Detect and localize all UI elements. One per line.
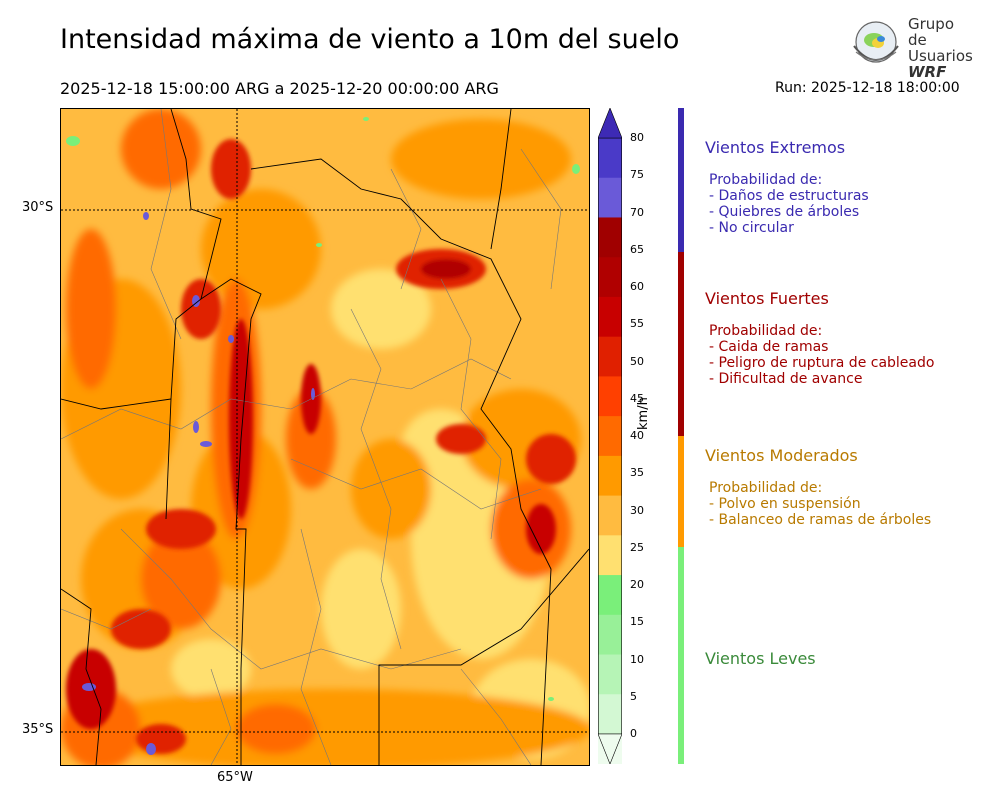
colorbar-band bbox=[598, 535, 622, 576]
category-title-moderados: Vientos Moderados bbox=[705, 446, 858, 465]
category-item: - Peligro de ruptura de cableado bbox=[709, 355, 935, 371]
wind-map bbox=[60, 108, 590, 766]
category-item: - Dificultad de avance bbox=[709, 371, 863, 387]
colorbar-tick-label: 35 bbox=[630, 466, 644, 480]
grupo-usuarios-wrf-logo: Grupo de Usuarios WRF bbox=[848, 15, 973, 80]
colorbar-band bbox=[598, 296, 622, 338]
category-intro: Probabilidad de: bbox=[709, 480, 823, 496]
colorbar-band bbox=[598, 376, 622, 417]
colorbar-tick-label: 25 bbox=[630, 540, 644, 554]
colorbar-band bbox=[598, 138, 622, 179]
colorbar-band bbox=[598, 654, 622, 695]
wind-field bbox=[61, 109, 589, 765]
colorbar-tick-label: 15 bbox=[630, 615, 644, 629]
colorbar-tick-label: 65 bbox=[630, 242, 644, 256]
category-bar bbox=[678, 108, 684, 252]
colorbar-tick-label: 60 bbox=[630, 280, 644, 293]
category-intro: Probabilidad de: bbox=[709, 172, 823, 188]
logo-line-3: WRF bbox=[908, 63, 947, 81]
colorbar-tick-label: 10 bbox=[630, 652, 644, 666]
colorbar-tick-label: 45 bbox=[630, 391, 644, 405]
lat-label-35s: 35°S bbox=[22, 722, 54, 737]
category-desc-fuertes: Probabilidad de: - Caida de ramas - Peli… bbox=[709, 323, 934, 387]
category-bar bbox=[678, 436, 684, 547]
globe-icon bbox=[853, 21, 899, 63]
extreme-wind-spots bbox=[82, 212, 315, 755]
run-time: Run: 2025-12-18 18:00:00 bbox=[775, 80, 960, 96]
lat-label-30s: 30°S bbox=[22, 200, 54, 215]
category-title-extremos: Vientos Extremos bbox=[705, 138, 846, 157]
colorbar-band bbox=[598, 495, 622, 536]
colorbar-tick-label: 5 bbox=[630, 689, 637, 703]
logo-line-1: Grupo de bbox=[908, 15, 954, 49]
forecast-period: 2025-12-18 15:00:00 ARG a 2025-12-20 00:… bbox=[60, 79, 499, 98]
colorbar-tick-label: 80 bbox=[630, 131, 644, 144]
category-item: - Daños de estructuras bbox=[709, 188, 869, 204]
colorbar-band bbox=[598, 257, 622, 298]
colorbar-band bbox=[598, 217, 622, 258]
category-desc-extremos: Probabilidad de: - Daños de estructuras … bbox=[709, 172, 869, 236]
colorbar-band bbox=[598, 694, 622, 735]
colorbar-tick-label: 20 bbox=[630, 578, 644, 591]
lon-label-65w: 65°W bbox=[217, 770, 253, 785]
low-wind-spots bbox=[66, 117, 580, 701]
colorbar-tick-label: 55 bbox=[630, 317, 644, 331]
category-title-leves: Vientos Leves bbox=[705, 649, 816, 668]
category-item: - Quiebres de árboles bbox=[709, 204, 860, 220]
department-boundaries bbox=[61, 109, 562, 765]
colorbar-tick-label: 0 bbox=[630, 727, 637, 740]
logo-line-2: Usuarios bbox=[908, 47, 973, 65]
category-item: - Caida de ramas bbox=[709, 339, 829, 355]
colorbar-band bbox=[598, 336, 622, 377]
colorbar-tick-label: 75 bbox=[630, 168, 644, 182]
colorbar-tick-label: 50 bbox=[630, 354, 644, 368]
colorbar-tick-label: 30 bbox=[630, 503, 644, 517]
category-bar bbox=[678, 547, 684, 764]
colorbar-band bbox=[598, 177, 622, 218]
province-boundaries bbox=[61, 109, 589, 765]
colorbar-tick-label: 70 bbox=[630, 205, 644, 219]
category-bar bbox=[678, 252, 684, 436]
category-item: - Polvo en suspensión bbox=[709, 496, 861, 512]
colorbar-band bbox=[598, 416, 622, 457]
colorbar-band bbox=[598, 455, 622, 497]
category-item: - Balanceo de ramas de árboles bbox=[709, 512, 932, 528]
colorbar-tick-label: 40 bbox=[630, 429, 644, 442]
graticule bbox=[61, 109, 589, 765]
colorbar bbox=[598, 108, 622, 764]
colorbar-units: km/h bbox=[636, 397, 651, 430]
colorbar-band bbox=[598, 614, 622, 656]
category-desc-moderados: Probabilidad de: - Polvo en suspensión -… bbox=[709, 480, 931, 528]
category-intro: Probabilidad de: bbox=[709, 323, 823, 339]
colorbar-band bbox=[598, 575, 622, 616]
chart-title: Intensidad máxima de viento a 10m del su… bbox=[60, 24, 680, 55]
category-item: - No circular bbox=[709, 220, 794, 236]
category-title-fuertes: Vientos Fuertes bbox=[705, 289, 829, 308]
